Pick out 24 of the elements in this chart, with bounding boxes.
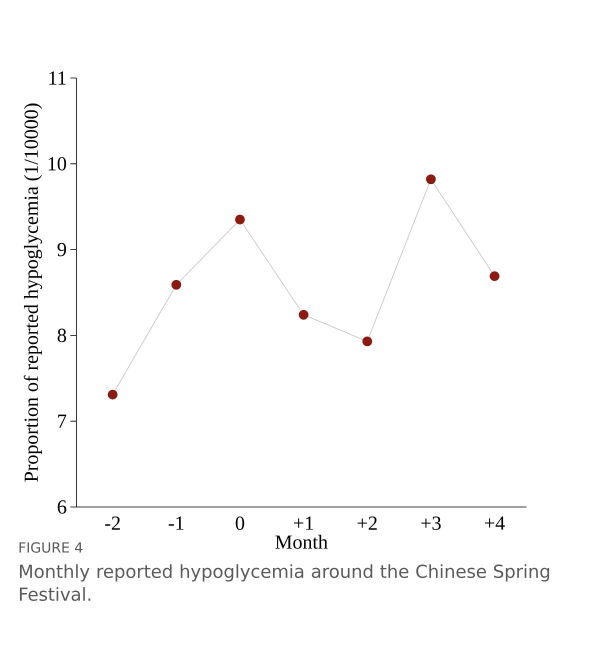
x-tick-label: +1 [294, 516, 314, 530]
y-tick-label: 8 [58, 328, 66, 342]
y-axis-title: Proportion of reported hypoglycemia (1/10000) [24, 104, 42, 482]
point [362, 336, 372, 346]
point [426, 174, 436, 184]
x-axis-title: Month [275, 534, 328, 549]
text: FIGURE 4 [20, 542, 82, 553]
y-tick-label: 11 [49, 71, 66, 85]
x-tick-label: +3 [421, 516, 441, 530]
y-tick-label: 7 [58, 414, 66, 428]
x-tick-label: 0 [236, 516, 244, 530]
x-tick-label: +4 [484, 516, 505, 530]
x-tick-label: +2 [358, 516, 377, 530]
point [171, 280, 182, 290]
point [298, 310, 309, 320]
y-tick-label: 10 [48, 157, 66, 171]
point [235, 214, 245, 224]
x-tick-label: -2 [105, 516, 120, 530]
y-tick-label: 6 [58, 500, 66, 514]
point [490, 271, 500, 282]
x-tick-label: -1 [168, 516, 184, 530]
text: Monthly reported hypoglycemia around the Chinese Spring Festival. [20, 564, 550, 601]
y-tick-label: 9 [58, 242, 66, 256]
point [108, 390, 118, 400]
